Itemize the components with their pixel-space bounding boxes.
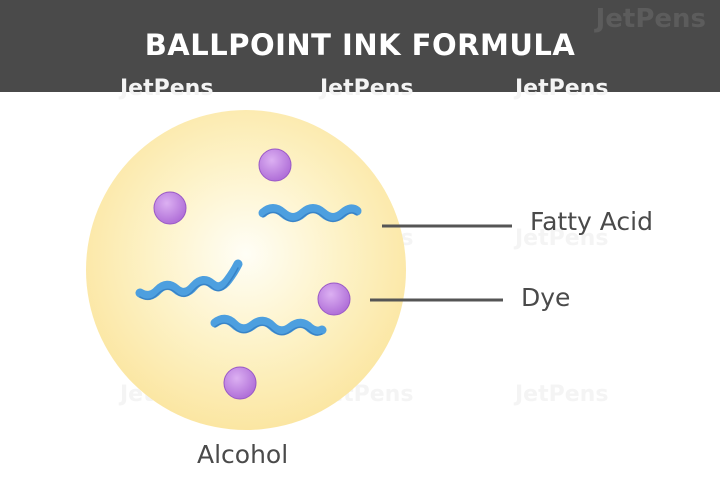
fatty-acid-label: Fatty Acid	[530, 207, 653, 236]
brand-logo: JetPens	[595, 4, 706, 34]
dye-molecule	[258, 148, 292, 182]
fatty-acid-molecule	[258, 204, 362, 222]
watermark: JetPens	[515, 382, 609, 407]
header-bar: BALLPOINT INK FORMULA JetPens	[0, 0, 720, 92]
dye-molecule	[153, 191, 187, 225]
watermark: JetPens	[120, 76, 214, 101]
fatty-acid-molecule	[135, 259, 243, 300]
dye-label: Dye	[521, 283, 571, 312]
dye-molecule	[317, 282, 351, 316]
watermark: JetPens	[515, 226, 609, 251]
watermark: JetPens	[320, 76, 414, 101]
alcohol-circle	[86, 110, 406, 430]
watermark: JetPens	[515, 76, 609, 101]
page-title: BALLPOINT INK FORMULA	[144, 28, 576, 62]
fatty-acid-molecule	[210, 314, 327, 336]
dye-molecule	[223, 366, 257, 400]
alcohol-label: Alcohol	[197, 440, 289, 469]
